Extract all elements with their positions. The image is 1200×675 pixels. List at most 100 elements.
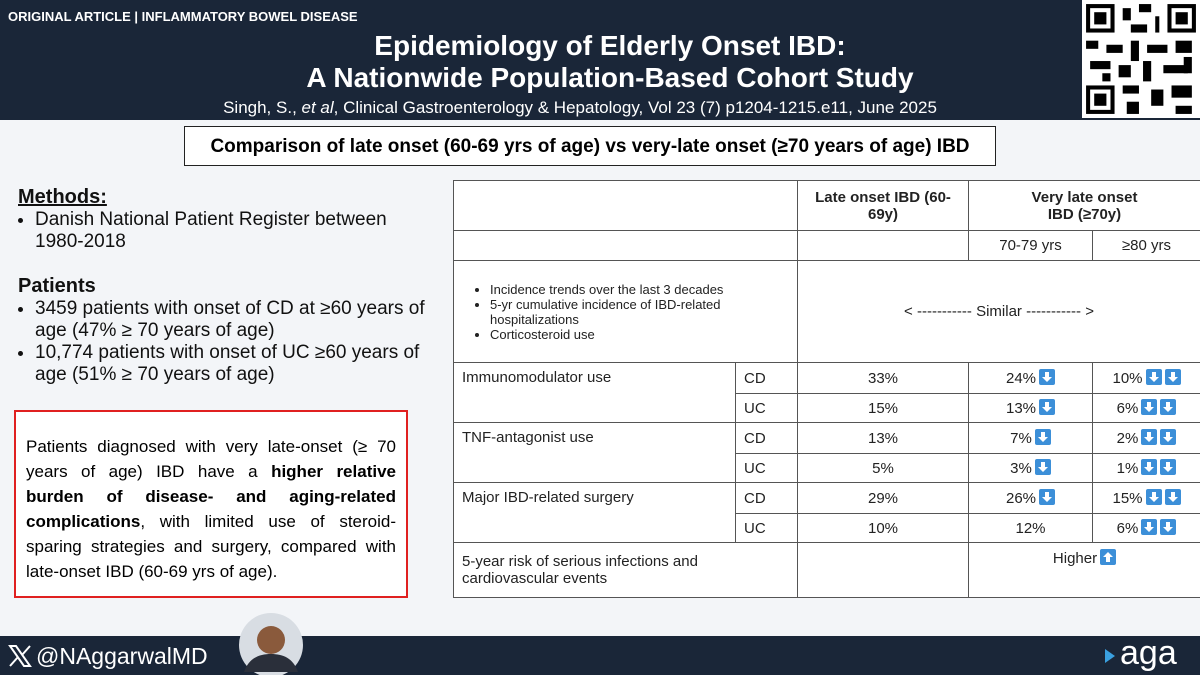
down-arrow-icon [1145,489,1162,505]
table-cell: 7% [968,422,1093,454]
table-cell: 15% [1092,482,1200,514]
table-row: UC 5% 3% 1% [454,453,1200,483]
table-cell: 6% [1092,393,1200,423]
value-text: 6% [1116,400,1139,417]
conclusion-text: , with limited use of steroid-sparing st… [26,512,396,581]
value-text: 24% [1005,370,1037,387]
title-line: A Nationwide Population-Based Cohort Stu… [306,62,914,93]
table-cell: CD [735,482,798,514]
down-arrow-icon [1164,489,1181,505]
down-arrow-icon [1145,369,1162,385]
conclusion-text: higher relative burden of disease- and a… [26,462,396,531]
similar-item: Incidence trends over the last 3 decades [490,282,789,297]
table-row: Incidence trends over the last 3 decades… [453,260,1200,363]
value-text: 10% [1112,370,1143,387]
down-arrow-icon [1160,519,1177,535]
table-cell: 6% [1092,513,1200,543]
down-arrow-icon [1160,399,1177,415]
table-cell: 13% [968,393,1093,423]
citation-etal: et al [301,98,334,117]
down-arrow-icon [1160,429,1177,445]
value-text: 2% [1116,430,1139,447]
down-arrow-icon [1160,459,1177,475]
similar-item: 5-yr cumulative incidence of IBD-related… [490,297,789,327]
table-cell: Late onset IBD (60-69y) [797,180,969,231]
bullet-item: Danish National Patient Register between… [35,209,438,253]
title-line: Epidemiology of Elderly Onset IBD: [374,30,846,61]
value-text: 26% [1005,490,1037,507]
table-cell: 33% [797,362,969,394]
citation-authors: Singh, S., [223,98,302,117]
table-cell: CD [735,422,798,454]
value-text: 13% [1005,400,1037,417]
down-arrow-icon [1141,429,1158,445]
value-text: 1% [1116,460,1139,477]
table-cell: 5% [797,453,969,483]
header: ORIGINAL ARTICLE | INFLAMMATORY BOWEL DI… [0,0,1200,120]
methods: Methods: Danish National Patient Registe… [18,186,438,253]
table-cell: 2% [1092,422,1200,454]
methods-list: Danish National Patient Register between… [18,209,438,253]
down-arrow-icon [1039,489,1056,505]
table-cell: 10% [1092,362,1200,394]
table-cell: 1% [1092,453,1200,483]
down-arrow-icon [1034,459,1051,475]
down-arrow-icon [1141,399,1158,415]
table-cell: Major IBD-related surgery [453,482,736,543]
conclusion-text: Patients diagnosed with very late-onset … [26,437,396,481]
table-cell: TNF-antagonist use [453,422,736,483]
citation-rest: , Clinical Gastroenterology & Hepatology… [333,98,937,117]
value-text: Higher [1052,550,1098,567]
table-row: Late onset IBD (60-69y) Very late onset I… [453,180,1200,231]
similar-list: Incidence trends over the last 3 decades… [462,282,789,342]
subtitle-box: Comparison of late onset (60-69 yrs of a… [184,126,996,166]
table-cell: CD [735,362,798,394]
value-text: 12% [1015,519,1046,537]
table-cell: Incidence trends over the last 3 decades… [453,260,798,363]
table-cell: 70-79 yrs [968,230,1093,261]
table-row: TNF-antagonist use CD 13% 7% 2% [453,422,1200,483]
handle: @NAggarwalMD [36,643,208,669]
table-cell: 12% [968,513,1093,543]
down-arrow-icon [1034,429,1051,445]
table-cell: 3% [968,453,1093,483]
patients-heading: Patients [18,275,96,297]
x-logo [8,645,32,667]
table-cell: ≥80 yrs [1092,230,1200,261]
table-row: 5-year risk of serious infections and ca… [453,542,1200,598]
qr-code [1082,0,1200,118]
down-arrow-icon [1039,369,1056,385]
footer: @NAggarwalMD aga [0,634,1200,675]
aga-logo: aga [1120,634,1177,672]
column-header: Very late onset IBD (≥70y) [1031,188,1138,223]
similar-item: Corticosteroid use [490,327,789,342]
table-row: 70-79 yrs ≥80 yrs [453,230,1200,261]
table-cell: UC [735,513,798,543]
up-arrow-icon [1100,549,1117,565]
down-arrow-icon [1141,459,1158,475]
aga-arrow [1105,649,1115,663]
column-header: Late onset IBD (60-69y) [815,188,951,223]
bullet-item: 10,774 patients with onset of UC ≥60 yea… [35,342,438,386]
table-cell: 5-year risk of serious infections and ca… [453,542,798,598]
table-cell: 24% [968,362,1093,394]
down-arrow-icon [1164,369,1181,385]
table-cell: < ----------- Similar ----------- > [797,260,1200,363]
value-text: 3% [1010,460,1032,477]
table-cell: 29% [797,482,969,514]
table-cell: 13% [797,422,969,454]
table-cell: 10% [797,513,969,543]
value-text: 6% [1116,520,1139,537]
table-cell: Higher [968,542,1200,598]
author-photo [239,613,303,675]
table-cell [797,542,969,598]
table-cell: UC [735,393,798,423]
table-cell [797,230,969,261]
table-cell: Immunomodulator use [453,362,736,423]
table-cell [453,230,798,261]
results-table: Late onset IBD (60-69y) Very late onset I… [453,180,1200,598]
value-text: 7% [1010,430,1032,447]
table-cell: 26% [968,482,1093,514]
value-text: 15% [1112,490,1143,507]
